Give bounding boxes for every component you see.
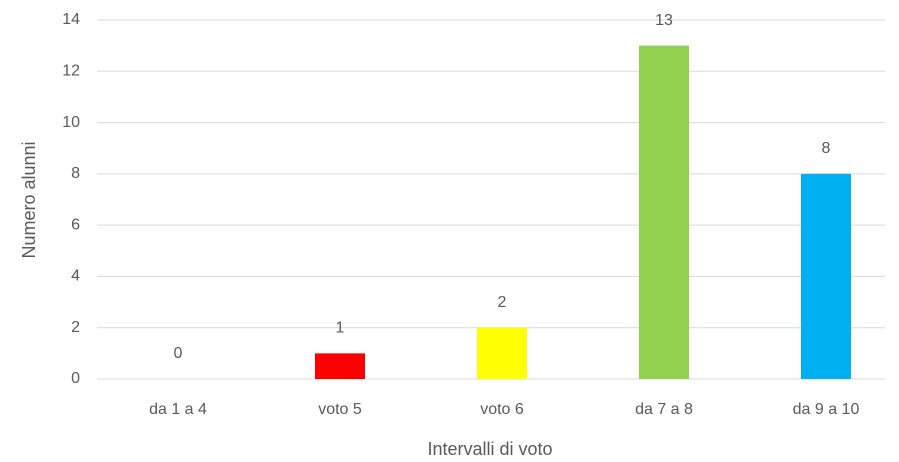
- bar: [315, 353, 365, 379]
- bar: [801, 173, 851, 379]
- x-tick-label: voto 5: [318, 401, 362, 418]
- bar: [639, 45, 689, 380]
- x-tick-label: voto 6: [480, 401, 524, 418]
- data-label: 1: [336, 320, 345, 337]
- y-tick-label: 12: [62, 63, 80, 80]
- y-tick-label: 2: [71, 319, 80, 336]
- x-axis-title: Intervalli di voto: [427, 439, 552, 459]
- y-axis-title: Numero alunni: [19, 141, 39, 258]
- bar: [477, 327, 527, 379]
- y-tick-label: 8: [71, 165, 80, 182]
- x-tick-label: da 1 a 4: [149, 401, 207, 418]
- data-label: 8: [822, 140, 831, 157]
- data-label: 13: [655, 12, 673, 29]
- y-tick-label: 6: [71, 216, 80, 233]
- data-label: 0: [174, 345, 183, 362]
- x-tick-label: da 7 a 8: [635, 401, 693, 418]
- y-tick-label: 0: [71, 370, 80, 387]
- y-tick-label: 4: [71, 268, 80, 285]
- y-tick-label: 14: [62, 11, 80, 28]
- data-label: 2: [498, 294, 507, 311]
- y-tick-label: 10: [62, 114, 80, 131]
- x-tick-label: da 9 a 10: [793, 401, 860, 418]
